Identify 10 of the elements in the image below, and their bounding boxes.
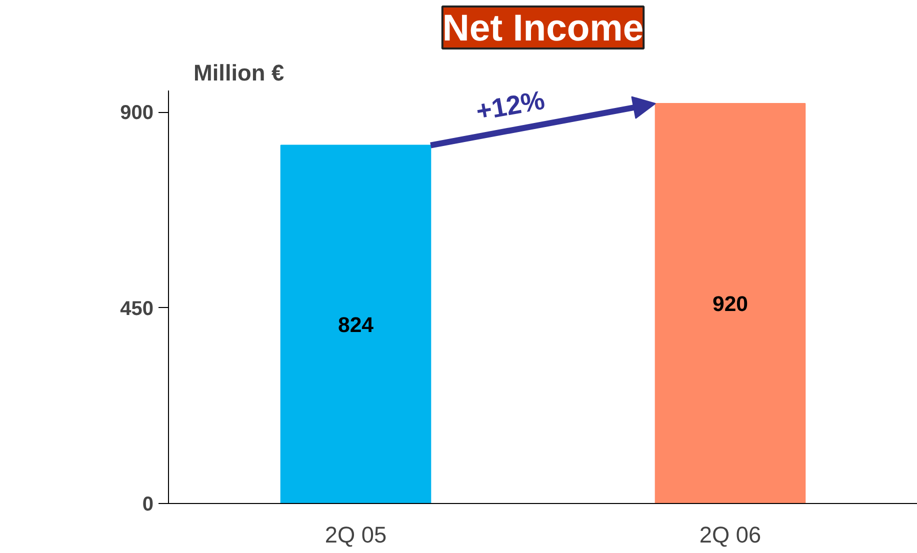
annotation: +12% (474, 84, 547, 126)
x-tick-label: 2Q 06 (699, 522, 762, 548)
data-label: 920 (712, 292, 748, 316)
y-tick-label: 900 (120, 102, 154, 124)
y-tick-label: 450 (120, 298, 154, 320)
x-tick-label: 2Q 05 (324, 522, 387, 548)
y-tick-label: 0 (142, 494, 154, 516)
y-axis-title: Million € (194, 60, 285, 86)
data-label: 824 (338, 312, 374, 337)
chart-title: Net Income (442, 6, 644, 48)
